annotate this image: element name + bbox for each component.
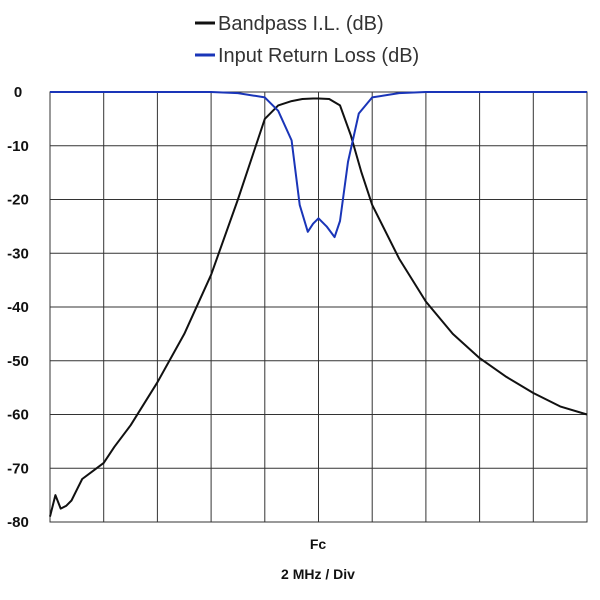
y-tick-label: -40 <box>7 299 29 316</box>
series-line-bandpass <box>49 97 588 517</box>
y-tick-label: 0 <box>14 84 22 101</box>
y-tick-label: -60 <box>7 407 29 424</box>
y-tick-label: -10 <box>7 138 29 155</box>
x-axis-label: 2 MHz / Div <box>281 566 355 582</box>
series-line-return-loss <box>50 91 587 239</box>
legend-label-return-loss: Input Return Loss (dB) <box>218 45 419 67</box>
x-center-label: Fc <box>310 536 327 552</box>
y-tick-label: -20 <box>7 192 29 209</box>
y-tick-label: -70 <box>7 460 29 477</box>
y-tick-label: -30 <box>7 245 29 262</box>
legend: Bandpass I.L. (dB) Input Return Loss (dB… <box>195 13 419 67</box>
y-tick-label: -50 <box>7 353 29 370</box>
plot-area <box>49 91 588 523</box>
y-tick-label: -80 <box>7 514 29 531</box>
y-axis-tick-labels: 0 -10 -20 -30 -40 -50 -60 -70 -80 <box>7 84 29 531</box>
legend-label-bandpass: Bandpass I.L. (dB) <box>218 13 384 35</box>
